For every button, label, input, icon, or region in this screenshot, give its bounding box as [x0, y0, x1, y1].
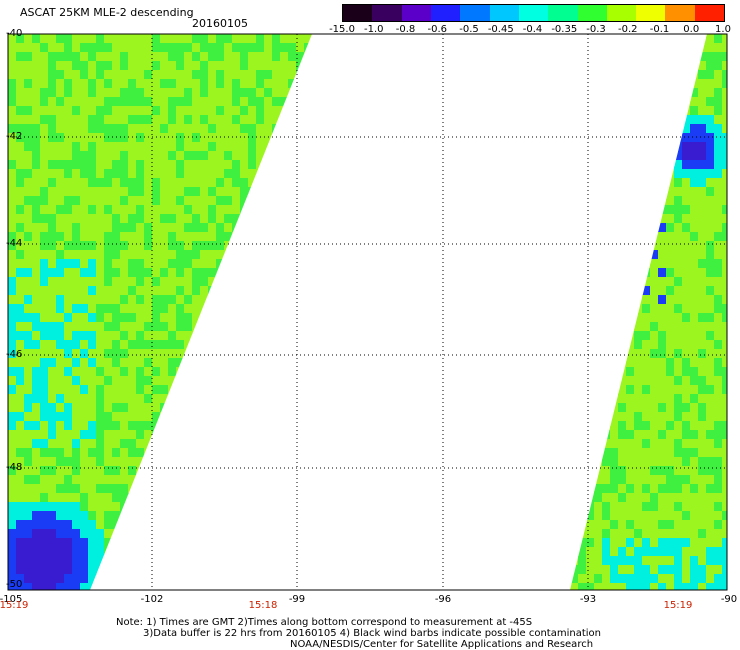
- colorbar-segment: [430, 5, 461, 21]
- lon-tick-4: -96: [434, 594, 452, 605]
- colorbar-segment: [460, 5, 490, 21]
- colorbar-segment: [518, 5, 549, 21]
- note-line-3: NOAA/NESDIS/Center for Satellite Applica…: [290, 639, 594, 650]
- colorbar-label: -15.0: [329, 24, 355, 35]
- colorbar-label: 0.0: [683, 24, 700, 35]
- colorbar-label: -0.6: [427, 24, 448, 35]
- left-swath: [8, 34, 312, 590]
- lon-tick-5: -93: [579, 594, 597, 605]
- colorbar-label: -0.35: [551, 24, 578, 35]
- lon-tick-3: -99: [288, 594, 306, 605]
- lat-tick-3: -44: [6, 238, 23, 249]
- product-title: ASCAT 25KM MLE-2 descending: [20, 6, 194, 19]
- right-swath: [570, 34, 727, 590]
- time-label-right: 15:19: [663, 600, 693, 611]
- lon-tick-1: -105: [0, 594, 23, 605]
- colorbar-segment: [372, 5, 402, 21]
- lat-tick-4: -46: [6, 349, 23, 360]
- colorbar-label: -0.3: [586, 24, 606, 35]
- colorbar-label: -0.5: [459, 24, 479, 35]
- colorbar-segment: [636, 5, 666, 21]
- time-label-mid: 15:18: [248, 600, 278, 611]
- map-frame: [7, 33, 728, 591]
- lat-tick-5: -48: [6, 462, 23, 473]
- lon-tick-2: -102: [140, 594, 164, 605]
- colorbar-label: -0.45: [487, 24, 514, 35]
- colorbar-segment: [694, 5, 725, 21]
- product-date: 20160105: [192, 17, 248, 30]
- colorbar-segment: [401, 5, 431, 21]
- colorbar-label: -0.4: [522, 24, 543, 35]
- colorbar-label: -0.2: [617, 24, 638, 35]
- note-line-2: 3)Data buffer is 22 hrs from 20160105 4)…: [143, 628, 601, 639]
- colorbar-segment: [665, 5, 695, 21]
- lat-tick-6: -50: [6, 579, 23, 590]
- colorbar-segment: [343, 5, 373, 21]
- note-line-1: Note: 1) Times are GMT 2)Times along bot…: [116, 617, 533, 628]
- colorbar-segment: [489, 5, 519, 21]
- colorbar-segment: [606, 5, 637, 21]
- time-label-left: 15:19: [0, 600, 29, 611]
- lat-tick-2: -42: [6, 131, 23, 142]
- colorbar-label: 1.0: [715, 24, 731, 35]
- lon-tick-6: -90: [720, 594, 738, 605]
- colorbar: [342, 4, 725, 22]
- colorbar-segment: [548, 5, 578, 21]
- colorbar-label: -1.0: [363, 24, 384, 35]
- colorbar-label: -0.8: [395, 24, 416, 35]
- lat-tick-1: -40: [6, 28, 23, 39]
- gridlines: [8, 34, 727, 590]
- colorbar-segment: [577, 5, 607, 21]
- colorbar-label: -0.1: [649, 24, 670, 35]
